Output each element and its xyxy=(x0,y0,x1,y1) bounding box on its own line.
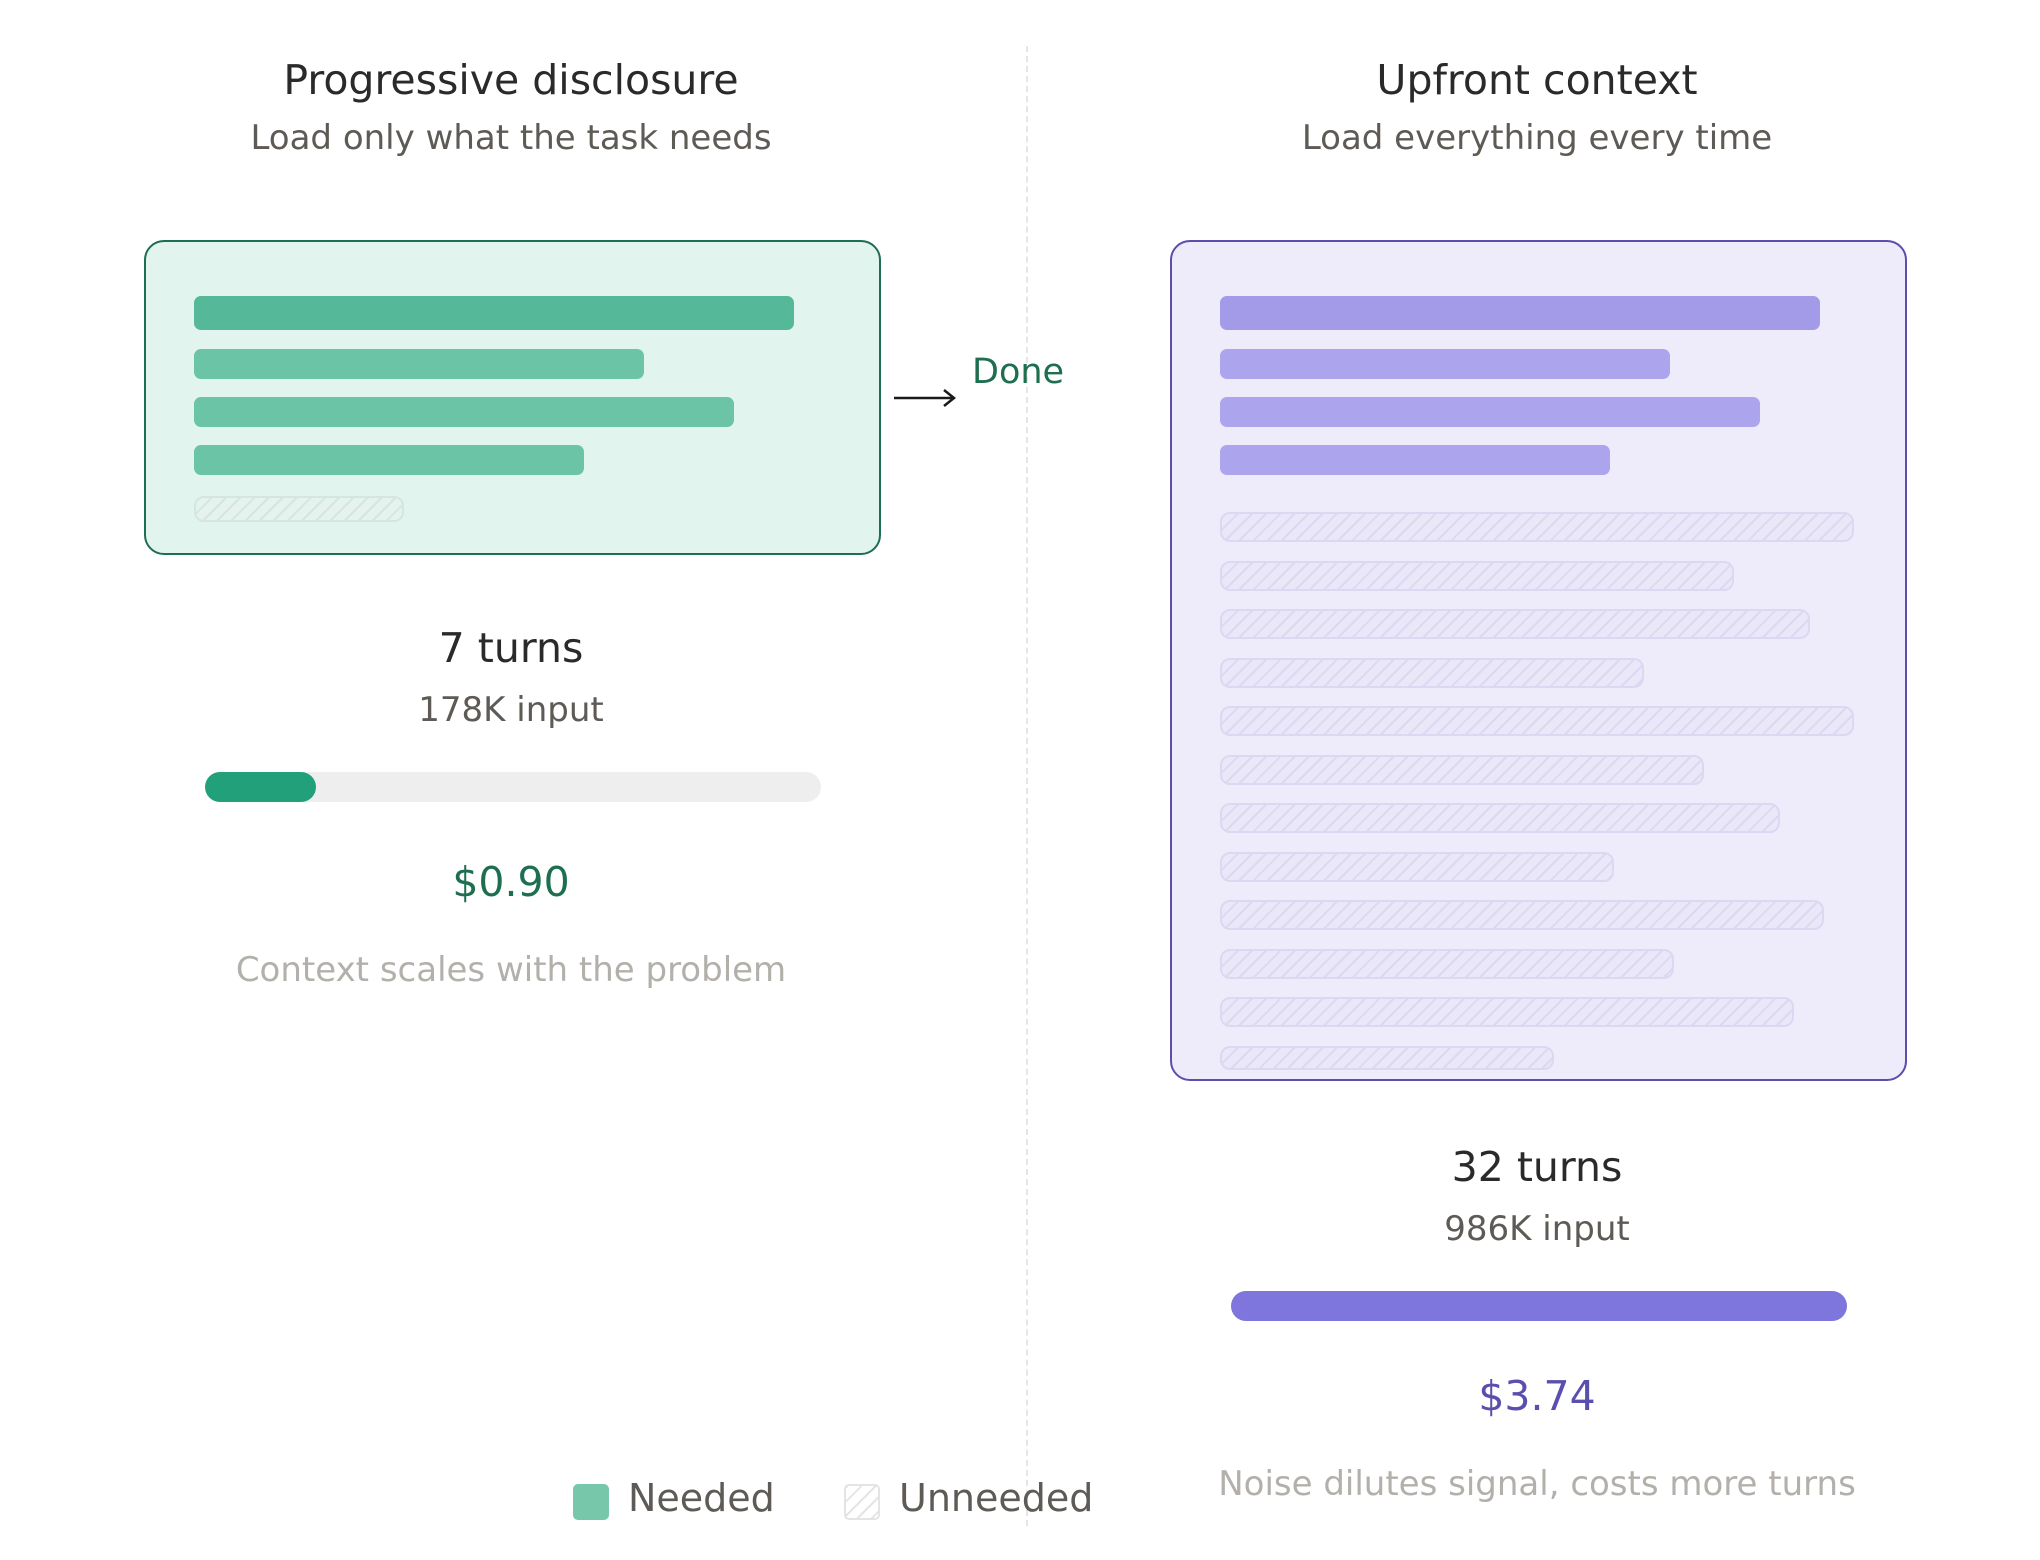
right-cost: $3.74 xyxy=(1478,1372,1596,1420)
unneeded-context-bar xyxy=(1220,851,1614,882)
unneeded-context-bar xyxy=(1220,706,1854,736)
legend-unneeded-label: Unneeded xyxy=(899,1476,1094,1520)
unneeded-context-bar xyxy=(1220,948,1674,979)
legend-unneeded-swatch xyxy=(844,1484,880,1520)
needed-context-bar xyxy=(194,349,644,379)
left-title: Progressive disclosure xyxy=(283,56,739,104)
right-title: Upfront context xyxy=(1376,56,1698,104)
right-input: 986K input xyxy=(1444,1209,1630,1249)
right-caption: Noise dilutes signal, costs more turns xyxy=(1218,1464,1856,1504)
left-cost: $0.90 xyxy=(452,858,570,906)
left-input-bar xyxy=(205,772,821,802)
legend-needed-label: Needed xyxy=(628,1476,775,1520)
needed-context-bar xyxy=(194,296,794,330)
unneeded-context-bar xyxy=(1220,657,1644,688)
unneeded-context-bar xyxy=(194,496,404,522)
arrow-right-icon xyxy=(894,389,957,407)
unneeded-context-bar xyxy=(1220,900,1824,930)
unneeded-context-bar xyxy=(1220,560,1734,591)
legend-needed-swatch xyxy=(573,1484,609,1520)
needed-context-bar xyxy=(1220,397,1760,427)
unneeded-context-bar xyxy=(1220,1045,1554,1070)
done-label: Done xyxy=(972,352,1065,392)
unneeded-context-bar xyxy=(1220,609,1810,639)
unneeded-context-bar xyxy=(1220,997,1794,1027)
unneeded-context-bar xyxy=(1220,803,1780,833)
needed-context-bar xyxy=(1220,349,1670,379)
left-subtitle: Load only what the task needs xyxy=(250,118,772,158)
center-divider xyxy=(1026,46,1028,1526)
right-input-bar-fill xyxy=(1231,1291,1847,1321)
unneeded-context-bar xyxy=(1220,754,1704,785)
unneeded-context-bar xyxy=(1220,512,1854,542)
needed-context-bar xyxy=(1220,296,1820,330)
needed-context-bar xyxy=(194,397,734,427)
left-context-panel xyxy=(144,240,881,555)
left-input: 178K input xyxy=(418,690,604,730)
left-caption: Context scales with the problem xyxy=(235,950,787,990)
right-input-bar xyxy=(1231,1291,1847,1321)
right-subtitle: Load everything every time xyxy=(1301,118,1773,158)
left-input-bar-fill xyxy=(205,772,316,802)
needed-context-bar xyxy=(194,445,584,475)
right-turns: 32 turns xyxy=(1451,1143,1623,1191)
left-turns: 7 turns xyxy=(438,624,584,672)
right-context-panel xyxy=(1170,240,1907,1081)
needed-context-bar xyxy=(1220,445,1610,475)
